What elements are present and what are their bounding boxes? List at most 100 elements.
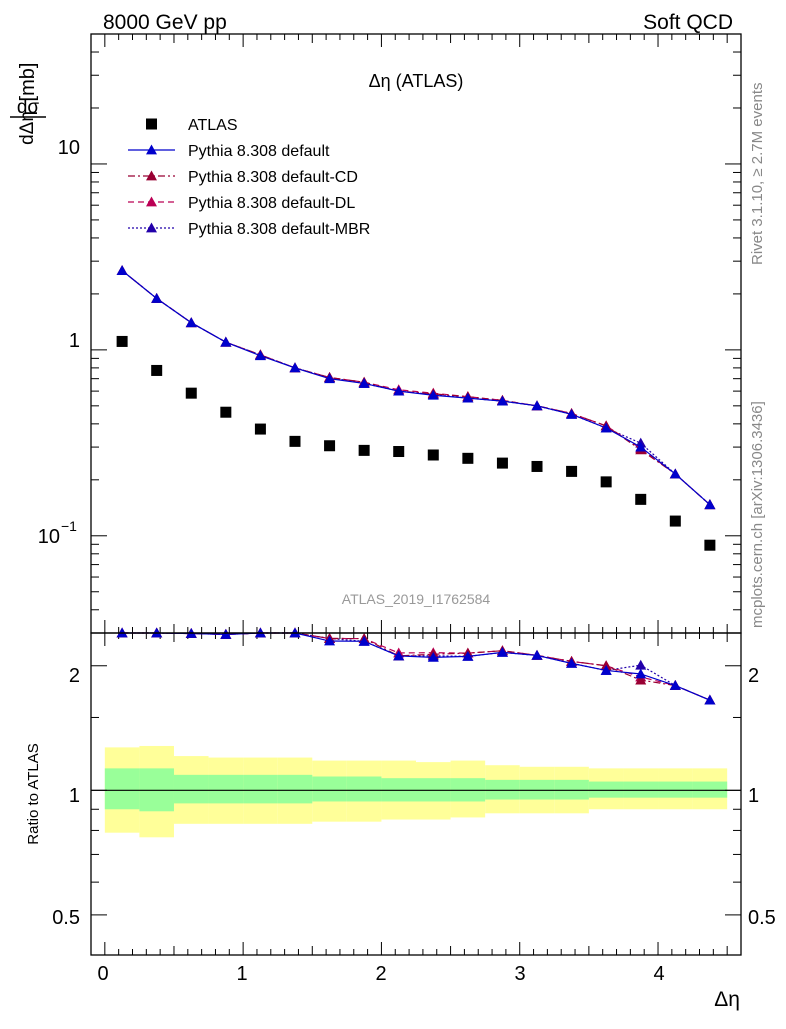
series-point-default [324,373,336,384]
y-axis-label: dσ dΔη [mb] [10,63,46,145]
analysis-watermark: ATLAS_2019_I1762584 [342,591,491,607]
y-tick-label-0.1: 10 −1 [38,518,77,548]
data-point-atlas [220,406,232,418]
data-point-atlas [600,476,612,488]
ratio-point-default [220,628,232,639]
ratio-point-default [496,646,508,657]
ratio-band-inner [277,774,313,804]
data-point-atlas [566,465,578,477]
series-point-default [254,350,266,361]
chart-title: Δη (ATLAS) [369,71,464,91]
legend-label-cd: Pythia 8.308 default-CD [188,169,358,186]
ratio-band-inner [623,781,659,798]
main-panel-series [116,265,716,551]
series-point-default [600,422,612,433]
data-point-atlas [254,423,266,435]
ratio-band-inner [346,776,382,802]
data-point-atlas [393,446,405,458]
series-point-default [635,441,647,452]
legend-label-default: Pythia 8.308 default [188,143,330,160]
data-point-atlas [116,335,128,347]
legend-marker-cd [146,170,157,181]
series-point-default [669,468,681,479]
ratio-tick-label-1-left: 1 [69,785,80,807]
ratio-band-inner [692,781,728,798]
ratio-point-default [635,668,647,679]
ratio-band-inner [104,768,140,810]
series-point-default [358,377,370,388]
legend-label-atlas: ATLAS [188,117,238,134]
y-axis-label-numerator: dσ [17,97,40,118]
legend: ATLAS Pythia 8.308 default Pythia 8.308 de… [128,117,370,238]
y-tick-label-0.1-exp: −1 [61,518,77,534]
mcplots-label: mcplots.cern.ch [arXiv:1306.3436] [749,401,766,628]
ratio-panel-frame [90,632,742,956]
data-point-atlas [358,444,370,456]
x-tick-label-1: 1 [236,963,247,985]
ratio-point-default [358,635,370,646]
ratio-band-inner [173,774,209,804]
axis-ticks [91,33,741,955]
data-point-atlas [427,449,439,461]
ratio-point-default [531,649,543,660]
ratio-line-mbr [122,632,711,701]
x-tick-label-3: 3 [514,963,525,985]
x-tick-label-2: 2 [375,963,386,985]
ratio-tick-label-1-right: 1 [748,785,759,807]
data-point-atlas [462,452,474,464]
series-point-default [704,499,716,510]
ratio-band-inner [554,779,589,800]
ratio-point-default [566,657,578,668]
series-point-default [393,385,405,396]
ratio-band-inner [658,781,693,798]
ratio-band-inner [588,781,624,798]
data-point-atlas [669,515,681,527]
ratio-point-default [427,651,439,662]
series-line-dl [121,270,711,506]
series-point-default [185,317,197,328]
data-point-atlas [151,364,163,376]
ratio-tick-label-0.5-left: 0.5 [52,907,80,929]
legend-marker-mbr [146,222,157,233]
series-point-default [462,392,474,403]
ratio-point-default [324,635,336,646]
x-tick-label-0: 0 [97,963,108,985]
series-point-default [116,265,128,275]
data-point-atlas [324,440,336,452]
rivet-label: Rivet 3.1.10, ≥ 2.7M events [749,83,766,266]
data-point-atlas [635,493,647,505]
ratio-uncertainty-bands [91,745,741,838]
x-axis-label: Δη [714,988,740,1011]
ratio-line-dl [122,632,711,701]
ratio-band-inner [243,774,278,804]
legend-marker-default [146,144,157,155]
ratio-point-default [462,650,474,661]
series-line-default [121,270,711,506]
ratio-point-default [669,680,681,690]
y-axis-label-unit: [mb] [17,63,39,102]
ratio-band-inner [519,779,555,800]
data-point-atlas [185,387,197,399]
ratio-point-default [704,694,716,705]
legend-label-mbr: Pythia 8.308 default-MBR [188,221,370,238]
header-right: Soft QCD [643,11,733,34]
series-point-default [289,362,301,373]
x-tick-label-4: 4 [653,963,664,985]
legend-label-dl: Pythia 8.308 default-DL [188,195,355,212]
legend-marker-dl [146,196,157,207]
ratio-line-cd [122,632,711,701]
ratio-band-inner [312,776,347,802]
ratio-tick-label-0.5-right: 0.5 [748,907,776,929]
data-point-atlas [531,460,543,472]
ratio-y-axis-label: Ratio to ATLAS [25,743,42,844]
ratio-tick-label-2-right: 2 [748,665,759,687]
ratio-point-default [393,650,405,661]
header-left: 8000 GeV pp [103,11,227,34]
ratio-tick-label-2-left: 2 [69,665,80,687]
ratio-panel-series [116,627,716,705]
y-axis-label-denominator: dΔη [17,111,38,145]
ratio-point-cd [635,674,647,685]
series-point-default [566,408,578,419]
data-point-atlas [289,435,301,447]
